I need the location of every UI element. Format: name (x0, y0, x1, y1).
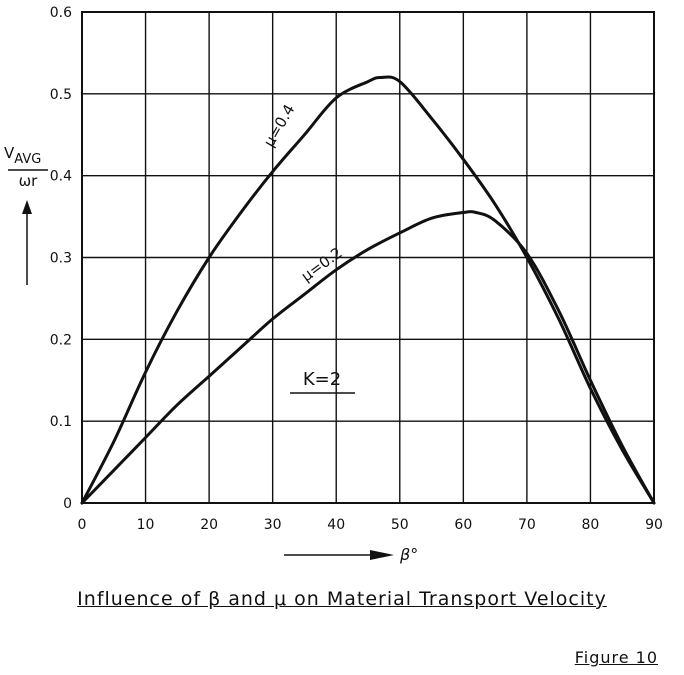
x-tick-label: 40 (327, 517, 345, 533)
svg-text:VAVG: VAVG (4, 144, 41, 167)
x-tick-label: 0 (78, 517, 87, 533)
y-tick-label: 0 (63, 496, 72, 512)
x-tick-label: 70 (518, 517, 536, 533)
figure-label: Figure 10 (574, 648, 658, 667)
annotation-k: K=2 (303, 369, 341, 390)
y-label-subscript: AVG (14, 152, 41, 167)
x-tick-label: 30 (264, 517, 282, 533)
y-tick-label: 0.6 (50, 5, 72, 21)
plot-frame (81, 11, 655, 504)
x-tick-label: 60 (454, 517, 472, 533)
y-arrow-head (22, 200, 32, 214)
y-tick-label: 0.2 (50, 332, 72, 348)
x-tick-label: 90 (645, 517, 663, 533)
x-label: β° (399, 545, 418, 564)
y-tick-label: 0.4 (50, 169, 72, 185)
y-label-numerator: V (4, 144, 15, 162)
x-axis-label: β° (284, 545, 418, 564)
x-arrow-head (370, 550, 394, 560)
x-tick-label: 10 (137, 517, 155, 533)
series-line-mu-04 (80, 75, 656, 505)
caption: Influence of β and μ on Material Transpo… (77, 588, 607, 610)
x-tick-label: 80 (582, 517, 600, 533)
series-label-mu-04: μ=0.4 (260, 101, 299, 150)
series (80, 75, 656, 505)
x-tick-label: 20 (200, 517, 218, 533)
y-label-denominator: ωr (19, 172, 39, 190)
tick-labels: 0 10 20 30 40 50 60 70 80 90 0 0.1 0.2 0.3 0.4 0.5 0.6 (50, 5, 663, 533)
grid (81, 11, 655, 504)
y-tick-label: 0.3 (50, 251, 72, 267)
x-tick-label: 50 (391, 517, 409, 533)
y-axis-label: VAVG ωr (4, 144, 48, 285)
series-line-mu-02 (80, 210, 656, 505)
y-tick-label: 0.1 (50, 414, 72, 430)
y-tick-label: 0.5 (50, 87, 72, 103)
